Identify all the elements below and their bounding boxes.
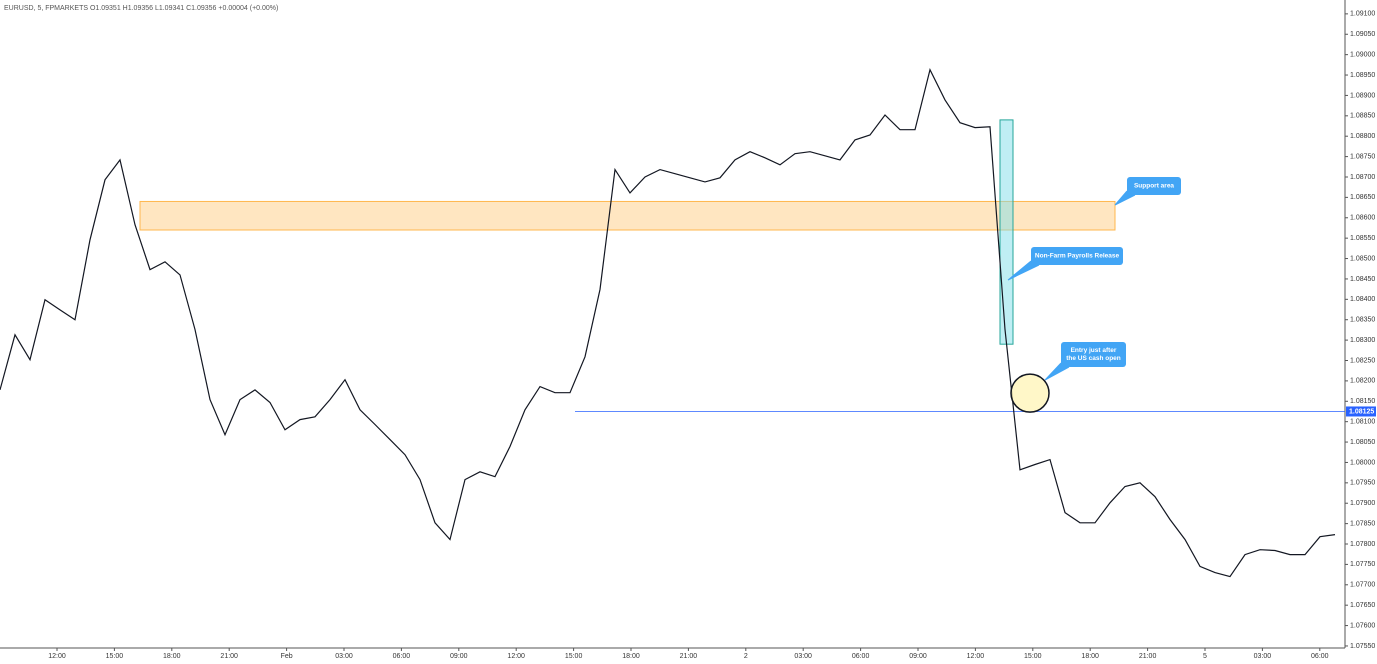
nfp-zone — [999, 119, 1014, 345]
y-tick-label: 1.08900 — [1350, 92, 1375, 99]
y-tick-label: 1.07700 — [1350, 582, 1375, 589]
x-tick-label: 15:00 — [1024, 653, 1042, 660]
x-tick-label: 15:00 — [565, 653, 583, 660]
x-tick-label: 5 — [1203, 653, 1207, 660]
y-tick-label: 1.08000 — [1350, 459, 1375, 466]
x-tick-label: 03:00 — [794, 653, 812, 660]
x-tick-label: 18:00 — [622, 653, 640, 660]
x-tick-label: Feb — [281, 653, 293, 660]
y-tick-label: 1.07850 — [1350, 520, 1375, 527]
y-tick-label: 1.08150 — [1350, 398, 1375, 405]
x-tick-label: 18:00 — [163, 653, 181, 660]
support-callout-text: Support area — [1134, 183, 1174, 190]
x-tick-label: 12:00 — [507, 653, 525, 660]
x-tick-label: 15:00 — [106, 653, 124, 660]
nfp-callout-text: Non-Farm Payrolls Release — [1035, 253, 1120, 260]
y-tick-label: 1.07900 — [1350, 500, 1375, 507]
x-tick-label: 12:00 — [48, 653, 66, 660]
price-label: 1.08125 — [1349, 408, 1374, 415]
y-tick-label: 1.07950 — [1350, 480, 1375, 487]
y-tick-label: 1.07650 — [1350, 602, 1375, 609]
y-tick-label: 1.08700 — [1350, 174, 1375, 181]
price-series — [0, 67, 1336, 578]
y-tick-label: 1.08950 — [1350, 72, 1375, 79]
y-tick-label: 1.07800 — [1350, 541, 1375, 548]
x-tick-label: 03:00 — [335, 653, 353, 660]
y-tick-label: 1.09100 — [1350, 11, 1375, 18]
x-tick-label: 03:00 — [1254, 653, 1272, 660]
entry-callout-text: Entry just after — [1071, 347, 1117, 354]
y-tick-label: 1.08600 — [1350, 215, 1375, 222]
y-tick-label: 1.08550 — [1350, 235, 1375, 242]
x-tick-label: 06:00 — [852, 653, 870, 660]
entry-callout-pointer — [1044, 362, 1070, 381]
x-tick-label: 21:00 — [1139, 653, 1157, 660]
price-label-bg — [1346, 406, 1376, 417]
x-tick-label: 06:00 — [1311, 653, 1329, 660]
x-tick-label: 21:00 — [220, 653, 238, 660]
y-tick-label: 1.08300 — [1350, 337, 1375, 344]
y-tick-label: 1.08500 — [1350, 255, 1375, 262]
y-tick-label: 1.08100 — [1350, 419, 1375, 426]
y-tick-label: 1.07750 — [1350, 561, 1375, 568]
y-tick-label: 1.07550 — [1350, 643, 1375, 650]
support-zone — [139, 200, 1116, 231]
y-tick-label: 1.08800 — [1350, 133, 1375, 140]
y-tick-label: 1.08400 — [1350, 296, 1375, 303]
x-tick-label: 09:00 — [450, 653, 468, 660]
entry-circle — [1010, 373, 1050, 413]
x-tick-label: 06:00 — [393, 653, 411, 660]
support-callout-box — [1127, 177, 1181, 195]
y-tick-label: 1.07600 — [1350, 622, 1375, 629]
y-tick-label: 1.08450 — [1350, 276, 1375, 283]
y-tick-label: 1.08850 — [1350, 113, 1375, 120]
x-tick-label: 2 — [744, 653, 748, 660]
x-tick-label: 18:00 — [1081, 653, 1099, 660]
x-tick-label: 21:00 — [680, 653, 698, 660]
y-tick-label: 1.09050 — [1350, 31, 1375, 38]
y-tick-label: 1.09000 — [1350, 51, 1375, 58]
y-tick-label: 1.08250 — [1350, 357, 1375, 364]
symbol-header: EURUSD, 5, FPMARKETS O1.09351 H1.09356 L… — [4, 5, 278, 12]
nfp-callout-pointer — [1007, 260, 1040, 281]
entry-callout-box — [1061, 342, 1126, 367]
y-tick-label: 1.08350 — [1350, 317, 1375, 324]
y-tick-label: 1.08650 — [1350, 194, 1375, 201]
y-tick-label: 1.08750 — [1350, 153, 1375, 160]
y-tick-label: 1.08050 — [1350, 439, 1375, 446]
x-tick-label: 09:00 — [909, 653, 927, 660]
nfp-callout-box — [1031, 247, 1123, 265]
x-tick-label: 12:00 — [967, 653, 985, 660]
entry-callout-text: the US cash open — [1066, 355, 1121, 362]
y-tick-label: 1.08200 — [1350, 378, 1375, 385]
